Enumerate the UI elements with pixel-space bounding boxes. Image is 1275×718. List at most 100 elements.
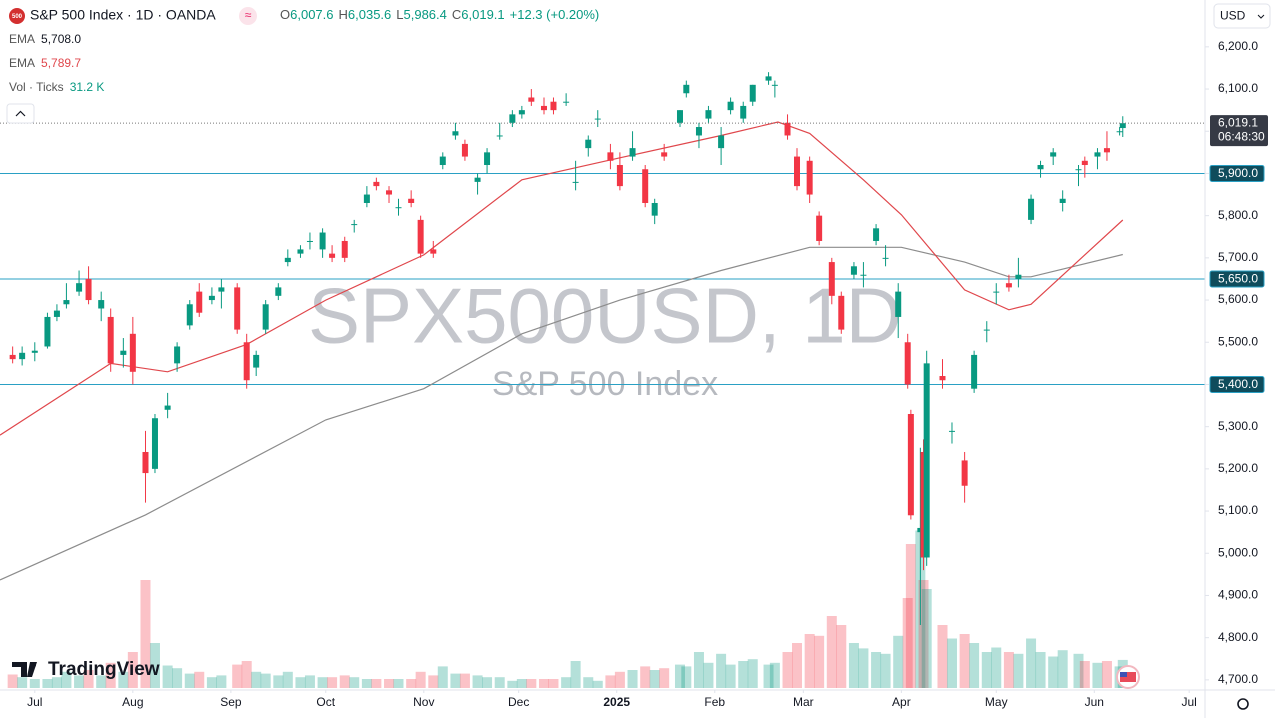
collapse-button[interactable]	[6, 103, 35, 124]
axis-layer: 6,200.06,100.06,000.05,900.05,800.05,700…	[27, 39, 1268, 709]
candle-body	[1119, 123, 1126, 129]
symbol-icon-text: 500	[12, 14, 23, 20]
y-tick-label: 5,000.0	[1218, 545, 1258, 559]
candle-body	[408, 198, 415, 203]
volume-bar	[763, 664, 774, 688]
candle-body	[794, 156, 801, 187]
volume-bar	[804, 634, 815, 688]
candle-body	[85, 278, 92, 301]
settings-icon[interactable]	[1237, 698, 1249, 710]
candle-body	[585, 139, 592, 149]
volume-bar	[1026, 638, 1037, 688]
compare-icon-glyph: ≈	[245, 8, 252, 22]
candle-body	[31, 350, 38, 353]
candle-body	[993, 291, 1000, 293]
ohlc-key: O	[280, 7, 290, 22]
candle-body	[98, 300, 105, 309]
candle-body	[629, 148, 636, 157]
candle-body	[850, 266, 857, 275]
volume-bar	[1035, 652, 1046, 688]
y-tick-label: 5,300.0	[1218, 419, 1258, 433]
candle-body	[329, 253, 336, 258]
candle-body	[461, 143, 468, 157]
price-label-box	[1209, 270, 1265, 288]
volume-bar	[140, 580, 151, 688]
candle-body	[417, 219, 424, 254]
volume-bar	[216, 675, 227, 688]
candle-body	[683, 84, 690, 94]
volume-bar	[991, 647, 1002, 688]
candle-body	[528, 97, 535, 102]
candle-body	[740, 105, 747, 119]
volume-bar	[693, 652, 704, 688]
candle-body	[1116, 131, 1123, 133]
y-tick-label: 5,800.0	[1218, 208, 1258, 222]
candle-body	[540, 105, 547, 111]
volume-bar	[1073, 653, 1084, 688]
y-tick-label: 4,700.0	[1218, 672, 1258, 686]
volume-bar	[902, 598, 913, 688]
candle-body	[430, 249, 437, 254]
volume-bar	[406, 679, 417, 688]
x-tick-label: 2025	[603, 695, 630, 709]
candle-body	[496, 135, 503, 137]
volume-bar	[295, 677, 306, 688]
volume-bar	[273, 675, 284, 688]
ohlc-value: 6,035.6	[348, 7, 391, 22]
compare-icon[interactable]	[239, 7, 257, 25]
volume-bar	[51, 677, 62, 688]
legend-value: 5,789.7	[41, 56, 81, 70]
volume-bar	[583, 677, 594, 688]
x-tick-label: Nov	[413, 695, 434, 709]
volume-bar	[649, 670, 660, 688]
x-tick-label: Jul	[1182, 695, 1197, 709]
chart-title[interactable]: S&P 500 Index · 1D · OANDA	[30, 7, 216, 23]
flag-canton	[1120, 672, 1127, 677]
volume-bar	[716, 653, 727, 688]
candle-body	[607, 152, 614, 161]
volume-bar	[538, 679, 549, 688]
x-tick-label: May	[985, 695, 1008, 709]
candle-body	[243, 342, 250, 381]
volume-bar	[1092, 662, 1103, 688]
volume-bar	[937, 625, 948, 688]
volume-layer	[7, 530, 1128, 688]
volume-bar	[7, 674, 18, 688]
candle-body	[718, 135, 725, 149]
candle-body	[1059, 198, 1066, 203]
volume-bar	[437, 666, 448, 688]
candle-body	[917, 527, 924, 533]
volume-bar	[450, 673, 461, 688]
volume-bar	[361, 679, 372, 688]
candle-body	[509, 114, 516, 123]
candle-body	[395, 207, 402, 209]
volume-bar	[858, 648, 869, 688]
ohlc-value: 5,986.4	[404, 7, 447, 22]
currency-select[interactable]	[1213, 3, 1271, 29]
candle-body	[904, 342, 911, 385]
volume-bar	[1057, 650, 1068, 688]
candle-body	[563, 101, 570, 103]
candle-body	[1015, 274, 1022, 279]
candle-body	[484, 152, 491, 166]
candle-body	[806, 160, 813, 195]
y-tick-label: 6,200.0	[1218, 39, 1258, 53]
volume-bar	[194, 671, 205, 688]
volume-bar	[561, 677, 572, 688]
volume-bar	[747, 659, 758, 688]
candle-body	[284, 257, 291, 263]
x-tick-label: Aug	[122, 695, 143, 709]
candle-body	[363, 194, 370, 203]
volume-bar	[614, 671, 625, 688]
volume-bar	[241, 661, 252, 688]
currency-caret	[1257, 14, 1265, 19]
volume-bar	[516, 679, 527, 688]
legend-value: 31.2 K	[70, 80, 105, 94]
candle-body	[319, 232, 326, 250]
volume-bar	[172, 668, 183, 688]
candle-body	[63, 300, 70, 305]
candle-body	[107, 316, 114, 364]
volume-bar	[946, 638, 957, 688]
volume-bar	[260, 673, 271, 688]
